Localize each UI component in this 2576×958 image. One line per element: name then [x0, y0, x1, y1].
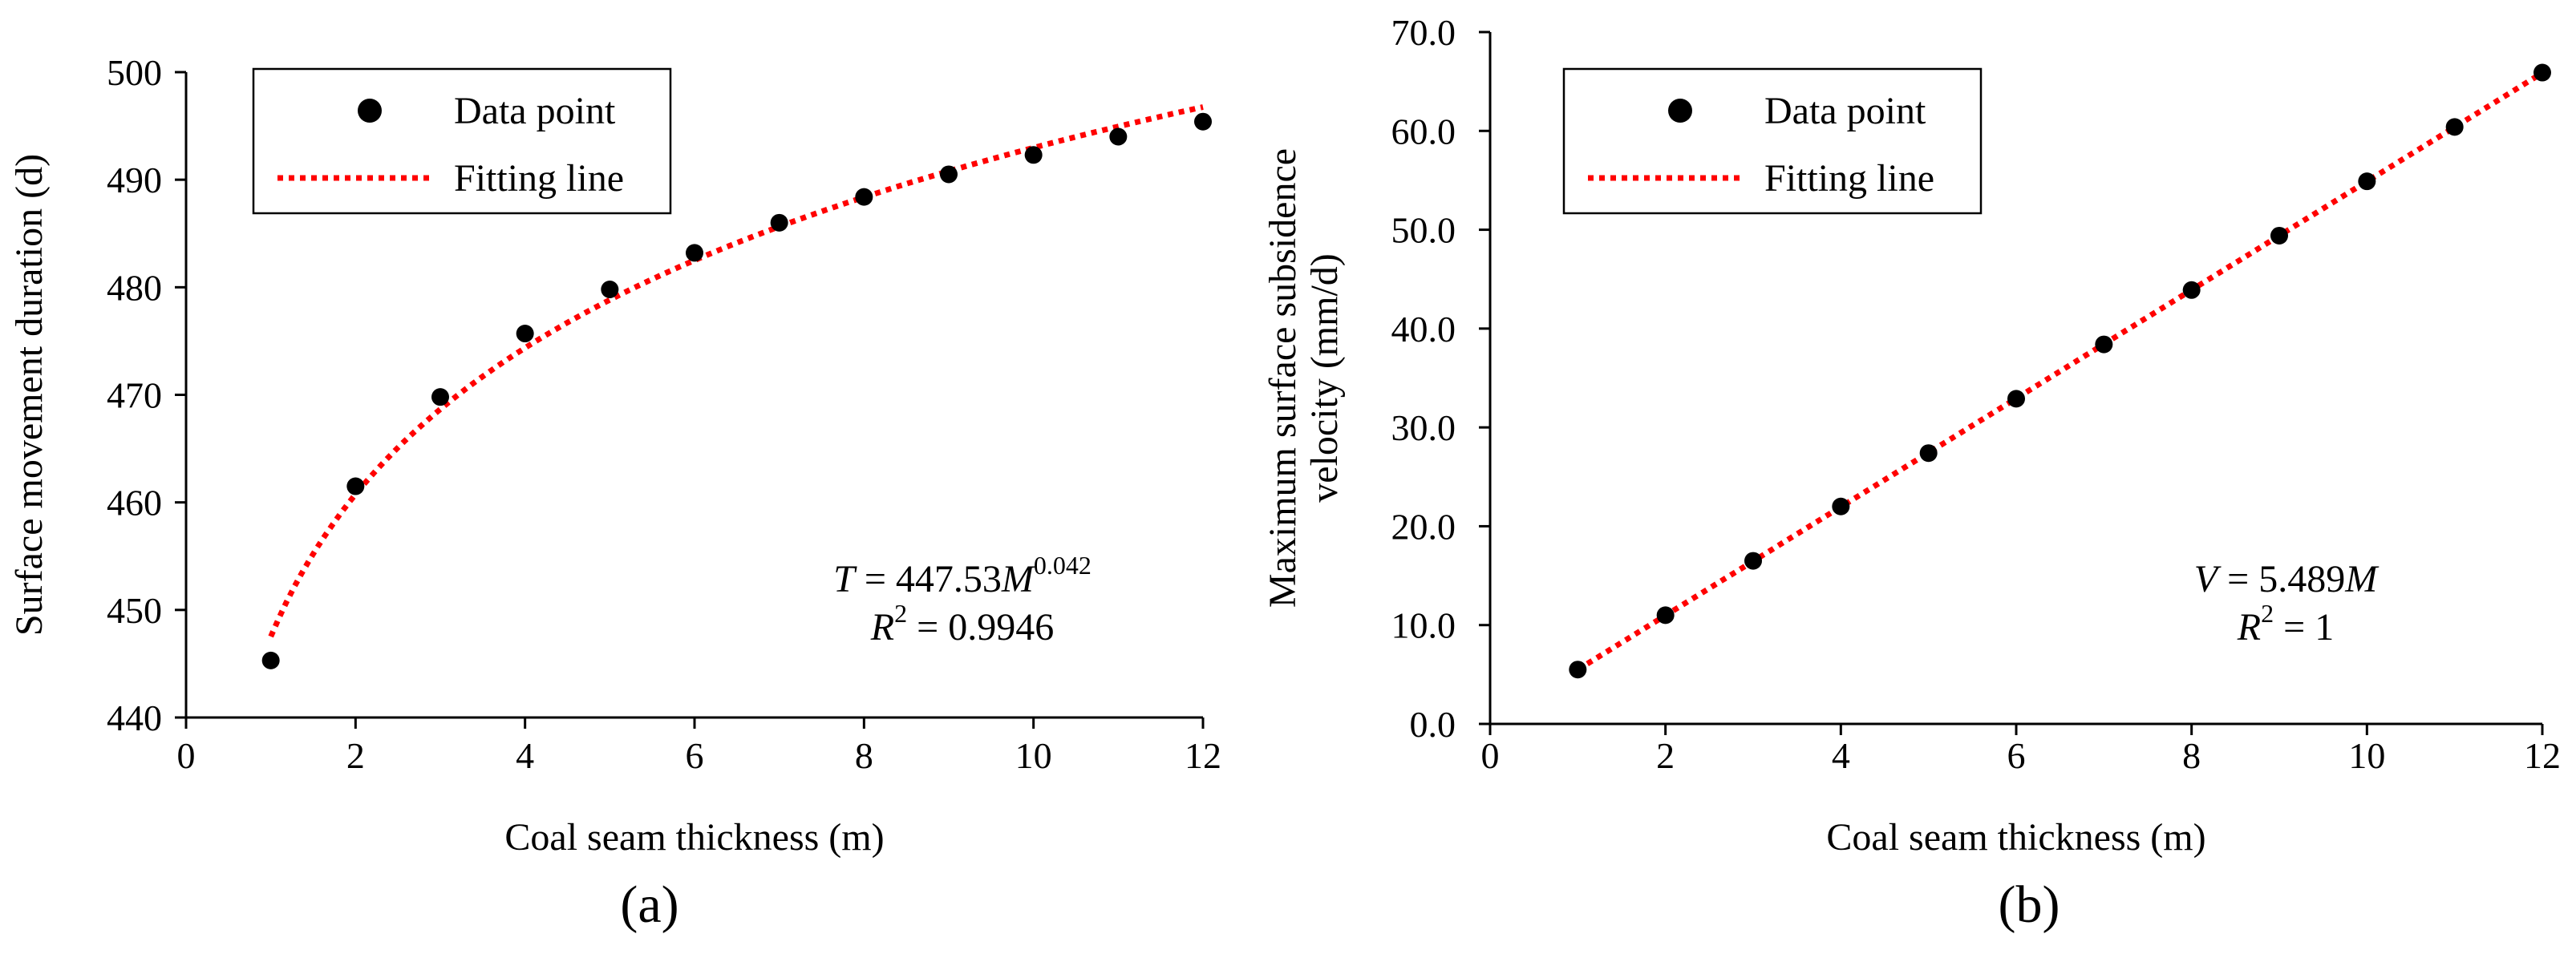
x-axis-title: Coal seam thickness (m)	[504, 816, 884, 859]
r-squared: R2 = 0.9946	[870, 599, 1054, 649]
y-tick-label: 10.0	[1391, 605, 1456, 646]
data-point	[2358, 172, 2376, 191]
x-tick-label: 6	[2007, 735, 2026, 776]
data-point	[2182, 281, 2201, 299]
panel-label: (a)	[620, 875, 678, 934]
panel-b-chart: 0 2 4 6 8 10 12 0.0 10.0 20.0 30.0 40.0 50.0 60.0 70.0…	[1262, 12, 2561, 934]
x-tick-label: 4	[516, 735, 534, 776]
data-point	[1109, 127, 1128, 146]
data-point	[431, 388, 449, 406]
y-tick-label: 0.0	[1410, 704, 1456, 745]
data-point	[2533, 63, 2551, 82]
legend-label-fitting-line: Fitting line	[454, 157, 624, 200]
legend-label-fitting-line: Fitting line	[1764, 157, 1934, 200]
data-point	[2270, 226, 2288, 245]
data-point	[1919, 444, 1938, 463]
legend-box	[1562, 67, 1983, 215]
y-tick-label: 500	[107, 52, 162, 93]
legend-box	[252, 67, 672, 215]
x-tick-label: 6	[686, 735, 704, 776]
x-tick-label: 4	[1832, 735, 1850, 776]
y-tick-label: 470	[107, 375, 162, 416]
legend-label-data-point: Data point	[1764, 90, 1926, 132]
data-point	[1569, 661, 1587, 679]
fit-equation: T = 447.53M0.042	[833, 551, 1092, 600]
y-tick-label: 30.0	[1391, 407, 1456, 448]
x-tick-label: 0	[1481, 735, 1500, 776]
legend-marker-icon	[1668, 99, 1692, 123]
y-axis-title-line1: Maximum surface subsidence	[1262, 148, 1304, 608]
data-point	[261, 651, 280, 669]
x-tick-label: 2	[1656, 735, 1675, 776]
x-tick-label: 12	[1185, 735, 1221, 776]
panel-label: (b)	[1999, 875, 2060, 934]
y-tick-label: 60.0	[1391, 111, 1456, 152]
data-point	[1832, 497, 1850, 515]
x-tick-label: 12	[2524, 735, 2561, 776]
x-tick-label: 8	[855, 735, 873, 776]
legend-label-data-point: Data point	[454, 90, 616, 132]
data-point	[686, 244, 703, 262]
fitting-line	[1576, 70, 2544, 673]
y-tick-label: 440	[107, 697, 162, 738]
y-tick-label: 40.0	[1391, 309, 1456, 350]
data-point	[770, 213, 788, 232]
y-tick-label: 480	[107, 267, 162, 308]
x-axis-title: Coal seam thickness (m)	[1826, 816, 2205, 859]
data-point	[855, 188, 873, 206]
y-axis-title-line2: velocity (mm/d)	[1303, 253, 1346, 503]
legend-marker-icon	[358, 99, 382, 123]
y-tick-label: 450	[107, 590, 162, 631]
data-point	[940, 165, 958, 184]
data-point	[1194, 112, 1212, 131]
fit-equation: V = 5.489M	[2194, 558, 2380, 600]
data-point	[1656, 606, 1675, 625]
y-axis-title: Surface movement duration (d)	[8, 154, 51, 636]
data-point	[346, 477, 365, 495]
data-point	[601, 281, 619, 299]
data-point	[516, 325, 534, 343]
y-tick-label: 70.0	[1391, 12, 1456, 53]
r-squared: R2 = 1	[2237, 599, 2334, 649]
y-tick-label: 50.0	[1391, 210, 1456, 251]
data-point	[2007, 390, 2025, 408]
data-point	[2445, 118, 2464, 136]
data-point	[2095, 335, 2113, 354]
panel-a-chart: 0 2 4 6 8 10 12 440 450 460 470 480 490 500 Coal seam …	[8, 52, 1221, 934]
y-tick-label: 490	[107, 160, 162, 200]
x-tick-label: 0	[177, 735, 196, 776]
x-tick-label: 8	[2182, 735, 2201, 776]
y-tick-label: 460	[107, 483, 162, 523]
data-point	[1744, 552, 1762, 570]
data-point	[1024, 146, 1043, 164]
y-tick-label: 20.0	[1391, 506, 1456, 547]
x-tick-label: 2	[346, 735, 365, 776]
x-tick-label: 10	[2348, 735, 2385, 776]
x-tick-label: 10	[1015, 735, 1052, 776]
